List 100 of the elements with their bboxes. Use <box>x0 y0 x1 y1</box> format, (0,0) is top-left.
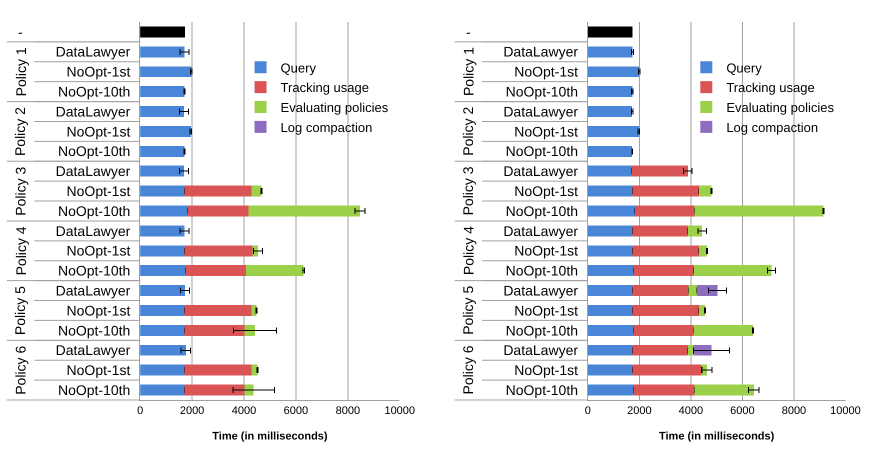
text: Policy 4 <box>12 226 29 276</box>
y-tick-label: NoOpt-10th <box>506 262 578 279</box>
legend-label: Evaluating policies <box>280 100 389 116</box>
bar <box>140 186 185 197</box>
text: Policy 1 <box>460 46 477 96</box>
bar <box>184 364 252 376</box>
bar <box>588 66 640 78</box>
y-tick-label: NoOpt-1st <box>66 242 130 259</box>
legend-label: Tracking usage <box>280 80 369 96</box>
legend-label: Query <box>726 60 762 76</box>
bar <box>699 245 707 256</box>
bar <box>588 245 632 256</box>
bar <box>248 206 360 216</box>
x-tick-label: 8000 <box>782 405 806 418</box>
x-tick-label: 0 <box>584 405 591 418</box>
bar <box>140 166 184 177</box>
bar <box>588 344 632 356</box>
y-tick-label: NoOpt-10th <box>506 202 578 219</box>
bar <box>694 206 824 216</box>
bar <box>252 364 258 376</box>
bar <box>244 384 254 396</box>
x-tick-label: 6000 <box>284 405 308 418</box>
bar <box>632 285 689 296</box>
x-axis-title: Time (in milliseconds) <box>212 430 328 442</box>
bar <box>184 186 252 197</box>
y-tick-label: NoOpt-10th <box>506 143 578 160</box>
bar <box>588 364 632 376</box>
bar <box>140 324 185 336</box>
y-tick-label: DataLawyer <box>56 282 131 298</box>
text: Policy 6 <box>460 345 476 394</box>
bar <box>140 225 185 236</box>
y-tick-label: NoOpt-1st <box>66 362 130 378</box>
y-tick-label: NoOpt-1st <box>66 64 130 80</box>
y-tick-label: NoOpt-10th <box>58 202 130 219</box>
y-tick-label: DataLawyer <box>503 342 578 358</box>
bar <box>632 186 700 197</box>
y-tick-label: NoOpt-10th <box>58 143 130 160</box>
y-tick-label: DataLawyer <box>503 103 578 120</box>
bar <box>632 344 688 356</box>
text: Policy 3 <box>460 166 476 216</box>
y-tick-label: NoOpt-1st <box>514 242 578 259</box>
y-tick-label: NoOpt-10th <box>506 322 578 338</box>
legend-label: Tracking usage <box>726 80 815 96</box>
legend-label: Log compaction <box>726 120 818 135</box>
bar <box>252 186 262 197</box>
bar <box>588 86 632 98</box>
bar <box>140 285 186 296</box>
legend-label: Log compaction <box>280 120 372 135</box>
y-tick-label: NoOpt-1st <box>514 123 578 140</box>
bar <box>588 46 632 58</box>
text: Policy 2 <box>12 106 28 156</box>
y-tick-label: DataLawyer <box>56 44 131 60</box>
y-tick-label: NoOpt-10th <box>58 84 130 100</box>
bar <box>184 324 245 336</box>
bar <box>588 166 632 177</box>
y-tick-label: NoOpt-10th <box>58 262 130 279</box>
y-tick-label: DataLawyer <box>56 163 131 180</box>
x-tick-label: 2000 <box>180 405 204 418</box>
bar <box>688 344 694 356</box>
bar <box>588 146 632 157</box>
bar <box>588 106 632 117</box>
bar <box>140 364 185 376</box>
text: Policy 5 <box>460 286 476 335</box>
y-tick-label: NoOpt-10th <box>506 84 578 100</box>
bar <box>588 305 632 316</box>
y-tick-label: NoOpt-1st <box>66 302 130 318</box>
x-tick-label: 8000 <box>336 405 360 418</box>
bar <box>184 384 245 396</box>
text: Policy 1 <box>12 47 29 96</box>
bar <box>588 206 635 216</box>
bar <box>140 46 185 58</box>
y-tick-label: NoOpt-1st <box>514 183 578 200</box>
bar <box>184 245 253 256</box>
bar <box>140 384 185 396</box>
y-tick-label: NoOpt-10th <box>58 382 130 398</box>
bar <box>688 285 697 296</box>
bar <box>693 324 753 336</box>
bar <box>588 186 633 197</box>
bar <box>699 186 712 197</box>
x-tick-label: 10000 <box>384 405 416 418</box>
bar <box>634 265 694 276</box>
x-tick-label: 6000 <box>730 405 755 418</box>
bar <box>588 126 639 137</box>
bar <box>184 305 252 316</box>
y-tick-label: NoOpt-1st <box>66 183 130 200</box>
x-tick-label: 4000 <box>232 405 256 418</box>
y-tick-label: NoOpt-1st <box>514 362 578 378</box>
bar <box>632 225 688 236</box>
bar <box>246 265 304 276</box>
bar <box>140 305 185 316</box>
y-tick-label: NoOpt-1st <box>66 123 130 140</box>
bar <box>140 26 186 38</box>
text: Policy 2 <box>460 106 476 156</box>
bar <box>140 66 192 78</box>
bar <box>186 265 246 276</box>
bar <box>588 324 634 336</box>
bar <box>588 384 634 396</box>
text: - <box>18 24 23 40</box>
bar <box>140 126 191 137</box>
bar <box>588 265 634 276</box>
